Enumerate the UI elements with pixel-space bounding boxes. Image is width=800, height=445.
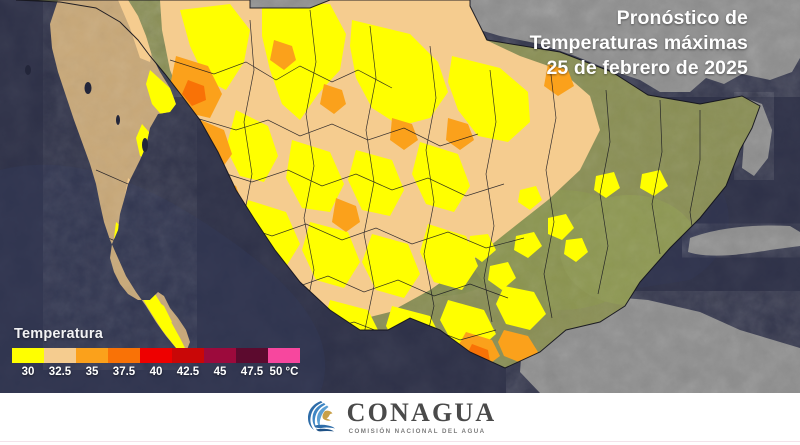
logo-wordmark: CONAGUA (346, 398, 497, 428)
temperature-legend: Temperatura 30 32.5 35 37.5 40 42.5 45 47.5 50 °… (0, 326, 300, 384)
mexico-outline (15, 0, 761, 369)
legend-swatch-45-47.5 (204, 348, 236, 363)
legend-tick-4: 40 (149, 366, 163, 378)
islands (25, 65, 148, 152)
pacific-shelf (0, 164, 326, 393)
conagua-logo[interactable]: CONAGUA COMISIÓN NACIONAL DEL AGUA (304, 399, 497, 438)
footer-divider (0, 441, 800, 442)
legend-swatch-30-32.5 (12, 348, 44, 363)
legend-color-bar (12, 348, 300, 363)
footer: CONAGUA COMISIÓN NACIONAL DEL AGUA (0, 393, 800, 445)
conagua-eagle-wave-icon (304, 399, 338, 438)
conagua-logo-text: CONAGUA COMISIÓN NACIONAL DEL AGUA (347, 400, 497, 435)
legend-title: Temperatura (14, 326, 103, 342)
legend-tick-1: 32.5 (48, 366, 72, 378)
logo-subtitle: COMISIÓN NACIONAL DEL AGUA (348, 428, 486, 436)
legend-tick-3: 37.5 (112, 366, 136, 378)
legend-swatch-42.5-45 (172, 348, 204, 363)
legend-tick-8: 50 °C (269, 366, 299, 378)
map-canvas[interactable]: Pronóstico de Temperaturas máximas 25 de… (0, 0, 800, 393)
legend-tick-5: 42.5 (176, 366, 200, 378)
legend-tick-0: 30 (21, 366, 35, 378)
legend-tick-6: 45 (213, 366, 227, 378)
legend-swatch-32.5-35 (44, 348, 76, 363)
legend-swatch-47.5-50 (236, 348, 268, 363)
legend-swatch-40-42.5 (140, 348, 172, 363)
legend-swatch-37.5-40 (108, 348, 140, 363)
foreign-landmass (190, 0, 800, 393)
map-graphic[interactable] (0, 0, 800, 393)
legend-swatch-50+ (268, 348, 300, 363)
legend-tick-7: 47.5 (240, 366, 264, 378)
legend-tick-2: 35 (85, 366, 99, 378)
legend-swatch-35-37.5 (76, 348, 108, 363)
legend-tick-labels: 30 32.5 35 37.5 40 42.5 45 47.5 50 °C (12, 366, 300, 384)
